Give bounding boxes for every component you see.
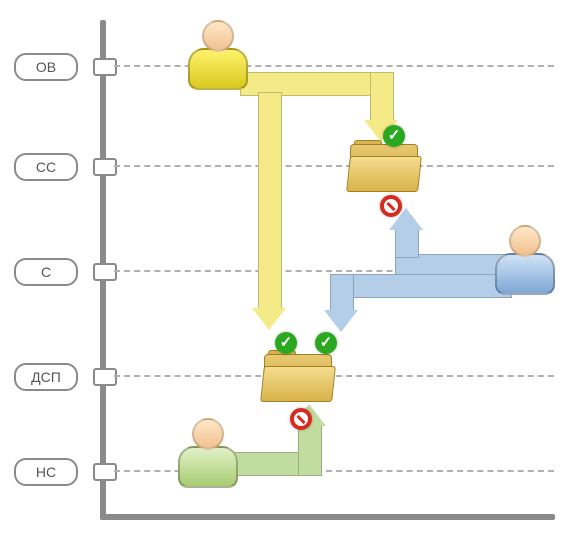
- horizontal-axis: [100, 514, 555, 520]
- level-tick-nc: [93, 463, 117, 481]
- folder-cc-icon: [348, 140, 418, 192]
- level-line-ov: [114, 65, 554, 67]
- no-badge-cc: [380, 195, 402, 217]
- folder-dsp-icon: [262, 350, 332, 402]
- level-text: НС: [36, 464, 56, 480]
- user-blue-icon: [495, 225, 551, 295]
- no-badge-dsp: [290, 408, 312, 430]
- level-label-ov: ОВ: [14, 53, 78, 81]
- level-text: ОВ: [36, 59, 56, 75]
- level-label-c: С: [14, 258, 78, 286]
- level-tick-cc: [93, 158, 117, 176]
- ok-badge-dsp-2: ✓: [315, 332, 337, 354]
- diagram-canvas: ОВ СС С ДСП НС: [0, 0, 575, 548]
- level-label-cc: СС: [14, 153, 78, 181]
- level-text: ДСП: [31, 369, 61, 385]
- user-yellow-icon: [188, 20, 244, 90]
- level-tick-dsp: [93, 368, 117, 386]
- level-tick-ov: [93, 58, 117, 76]
- level-text: С: [41, 264, 51, 280]
- level-text: СС: [36, 159, 56, 175]
- level-label-nc: НС: [14, 458, 78, 486]
- level-tick-c: [93, 263, 117, 281]
- ok-badge-cc: ✓: [383, 125, 405, 147]
- level-label-dsp: ДСП: [14, 363, 78, 391]
- level-line-cc: [114, 165, 554, 167]
- user-green-icon: [178, 418, 234, 488]
- ok-badge-dsp-1: ✓: [275, 332, 297, 354]
